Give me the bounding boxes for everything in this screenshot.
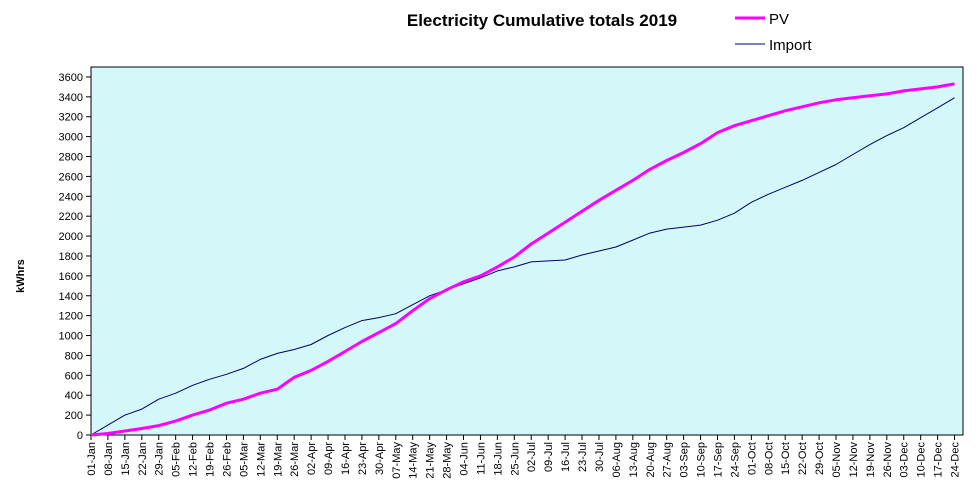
x-tick-label: 24-Dec [950,442,962,478]
x-tick-label: 02-Jul [526,442,538,472]
x-tick-label: 06-Aug [611,442,623,477]
y-tick-label: 1800 [59,251,83,263]
x-tick-label: 08-Oct [763,442,775,475]
y-tick-label: 200 [65,410,83,422]
x-tick-label: 29-Oct [814,442,826,475]
x-tick-label: 03-Dec [899,442,911,478]
y-tick-label: 3400 [59,92,83,104]
plot-area [90,66,964,436]
x-tick-label: 03-Sep [679,442,691,477]
y-tick-label: 1200 [59,311,83,323]
x-tick-label: 20-Aug [645,442,657,477]
series-line-pv [90,82,955,437]
x-tick-label: 10-Dec [916,442,928,478]
x-tick-label: 16-Apr [340,442,352,475]
x-tick-label: 12-Feb [188,442,200,477]
x-tick-label: 29-Jan [154,442,166,476]
legend: PV Import [735,11,812,54]
x-tick-label: 23-Jul [577,442,589,472]
x-tick-label: 19-Feb [205,442,217,477]
y-tick-label: 3600 [59,72,83,84]
legend-label-pv: PV [769,11,789,28]
x-tick-label: 05-Feb [171,442,183,477]
x-tick-label: 15-Jan [120,442,132,476]
x-tick-label: 07-May [391,442,403,479]
y-tick-label: 1600 [59,271,83,283]
x-tick-label: 26-Nov [882,442,894,478]
x-tick-label: 09-Jul [543,442,555,472]
y-tick-label: 2800 [59,152,83,164]
x-tick-label: 26-Feb [221,442,233,477]
x-tick-label: 12-Nov [848,442,860,478]
x-tick-label: 19-Mar [272,442,284,477]
x-tick-label: 05-Mar [238,442,250,477]
x-tick-label: 30-Jul [594,442,606,472]
series-line-import [90,97,955,436]
y-tick-label: 2400 [59,191,83,203]
x-tick-label: 13-Aug [628,442,640,477]
x-tick-label: 22-Jan [137,442,149,476]
x-tick-label: 19-Nov [865,442,877,478]
x-tick-label: 23-Apr [357,442,369,475]
y-tick-label: 3000 [59,132,83,144]
y-tick-label: 800 [65,350,83,362]
y-tick-label: 600 [65,370,83,382]
x-axis: 01-Jan 08-Jan 15-Jan 22-Jan 29-Jan 05-Feb 12-F… [86,435,962,479]
legend-label-import: Import [769,37,812,54]
x-tick-label: 24-Sep [729,442,741,477]
x-tick-label: 08-Jan [103,442,115,476]
x-tick-label: 11-Jun [475,442,487,475]
x-tick-label: 01-Oct [746,442,758,475]
x-tick-label: 18-Jun [492,442,504,476]
y-tick-label: 0 [77,430,83,442]
chart-title: Electricity Cumulative totals 2019 [407,11,677,30]
x-tick-label: 22-Oct [797,442,809,475]
y-tick-label: 2200 [59,211,83,223]
x-tick-label: 21-May [425,442,437,479]
y-axis-label: kWhrs [15,259,27,293]
x-tick-label: 25-Jun [509,442,521,476]
y-tick-label: 2600 [59,171,83,183]
y-tick-label: 2000 [59,231,83,243]
x-tick-label: 26-Mar [289,442,301,477]
x-tick-label: 09-Apr [323,442,335,475]
x-tick-label: 15-Oct [780,442,792,475]
x-tick-label: 17-Sep [712,442,724,477]
x-tick-label: 14-May [408,442,420,479]
y-tick-label: 400 [65,390,83,402]
x-tick-label: 17-Dec [933,442,945,478]
x-tick-label: 10-Sep [696,442,708,477]
y-tick-label: 3200 [59,112,83,124]
x-tick-label: 16-Jul [560,442,572,472]
x-tick-label: 05-Nov [831,442,843,478]
x-tick-label: 27-Aug [662,442,674,477]
y-axis: 0 200 400 600 800 1000 1200 1400 1600 1800 2000 220… [59,72,91,442]
y-tick-label: 1000 [59,331,83,343]
x-tick-label: 30-Apr [374,442,386,475]
x-tick-label: 12-Mar [255,442,267,477]
x-tick-label: 01-Jan [86,442,98,476]
x-tick-label: 28-May [442,442,454,479]
y-tick-label: 1400 [59,291,83,303]
x-tick-label: 04-Jun [459,442,471,476]
x-tick-label: 02-Apr [306,442,318,475]
series-layer [90,82,955,437]
